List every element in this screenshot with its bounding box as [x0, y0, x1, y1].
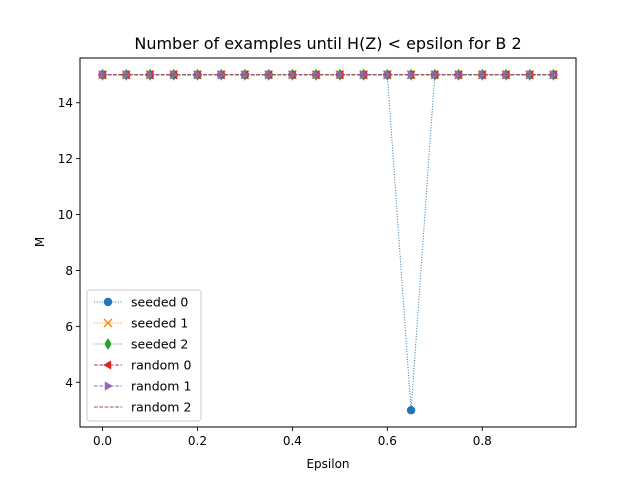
data-point: [550, 70, 559, 80]
y-axis: 4 6 8 10 12 14: [58, 96, 80, 390]
x-tick-label: 0.6: [378, 434, 397, 448]
y-tick-label: 12: [58, 152, 73, 166]
chart-title: Number of examples until H(Z) < epsilon …: [134, 34, 521, 53]
x-tick-label: 0.2: [188, 434, 207, 448]
legend-item: seeded 0: [94, 295, 188, 310]
data-point: [289, 70, 298, 80]
axes-frame: [79, 57, 577, 428]
data-point: [336, 70, 345, 80]
legend-marker: [103, 297, 113, 307]
legend-marker: [103, 360, 112, 370]
data-point: [384, 70, 393, 80]
x-axis-label: Epsilon: [306, 457, 349, 471]
legend-label: seeded 2: [131, 337, 188, 352]
legend-marker: [103, 318, 113, 328]
y-axis-label: M: [33, 237, 47, 247]
y-tick-label: 8: [65, 264, 73, 278]
legend-label: random 0: [131, 358, 191, 373]
x-tick-label: 0.8: [473, 434, 492, 448]
data-point: [431, 70, 440, 80]
legend-item: random 0: [94, 358, 191, 373]
data-point: [479, 70, 488, 80]
data-point: [406, 406, 416, 415]
x-tick-label: 0.0: [93, 434, 112, 448]
legend-item: seeded 2: [94, 337, 188, 352]
y-tick-label: 6: [65, 320, 73, 334]
legend-marker: [104, 338, 112, 350]
legend-marker: [104, 381, 113, 391]
legend-item: random 2: [94, 400, 191, 415]
legend: seeded 0 seeded 1 seeded 2 random 0 random 1…: [86, 289, 202, 422]
legend-item: seeded 1: [94, 316, 188, 331]
legend-label: seeded 1: [131, 316, 188, 331]
y-tick-label: 4: [65, 376, 73, 390]
legend-label: seeded 0: [131, 295, 188, 310]
data-point: [526, 70, 535, 80]
x-axis: 0.0 0.2 0.4 0.6 0.8: [93, 427, 492, 448]
legend-label: random 1: [131, 379, 191, 394]
legend-item: random 1: [94, 379, 191, 394]
legend-label: random 2: [131, 400, 191, 415]
x-tick-label: 0.4: [283, 434, 302, 448]
series-layer: [97, 68, 559, 415]
y-tick-label: 14: [58, 96, 73, 110]
y-tick-label: 10: [58, 208, 73, 222]
